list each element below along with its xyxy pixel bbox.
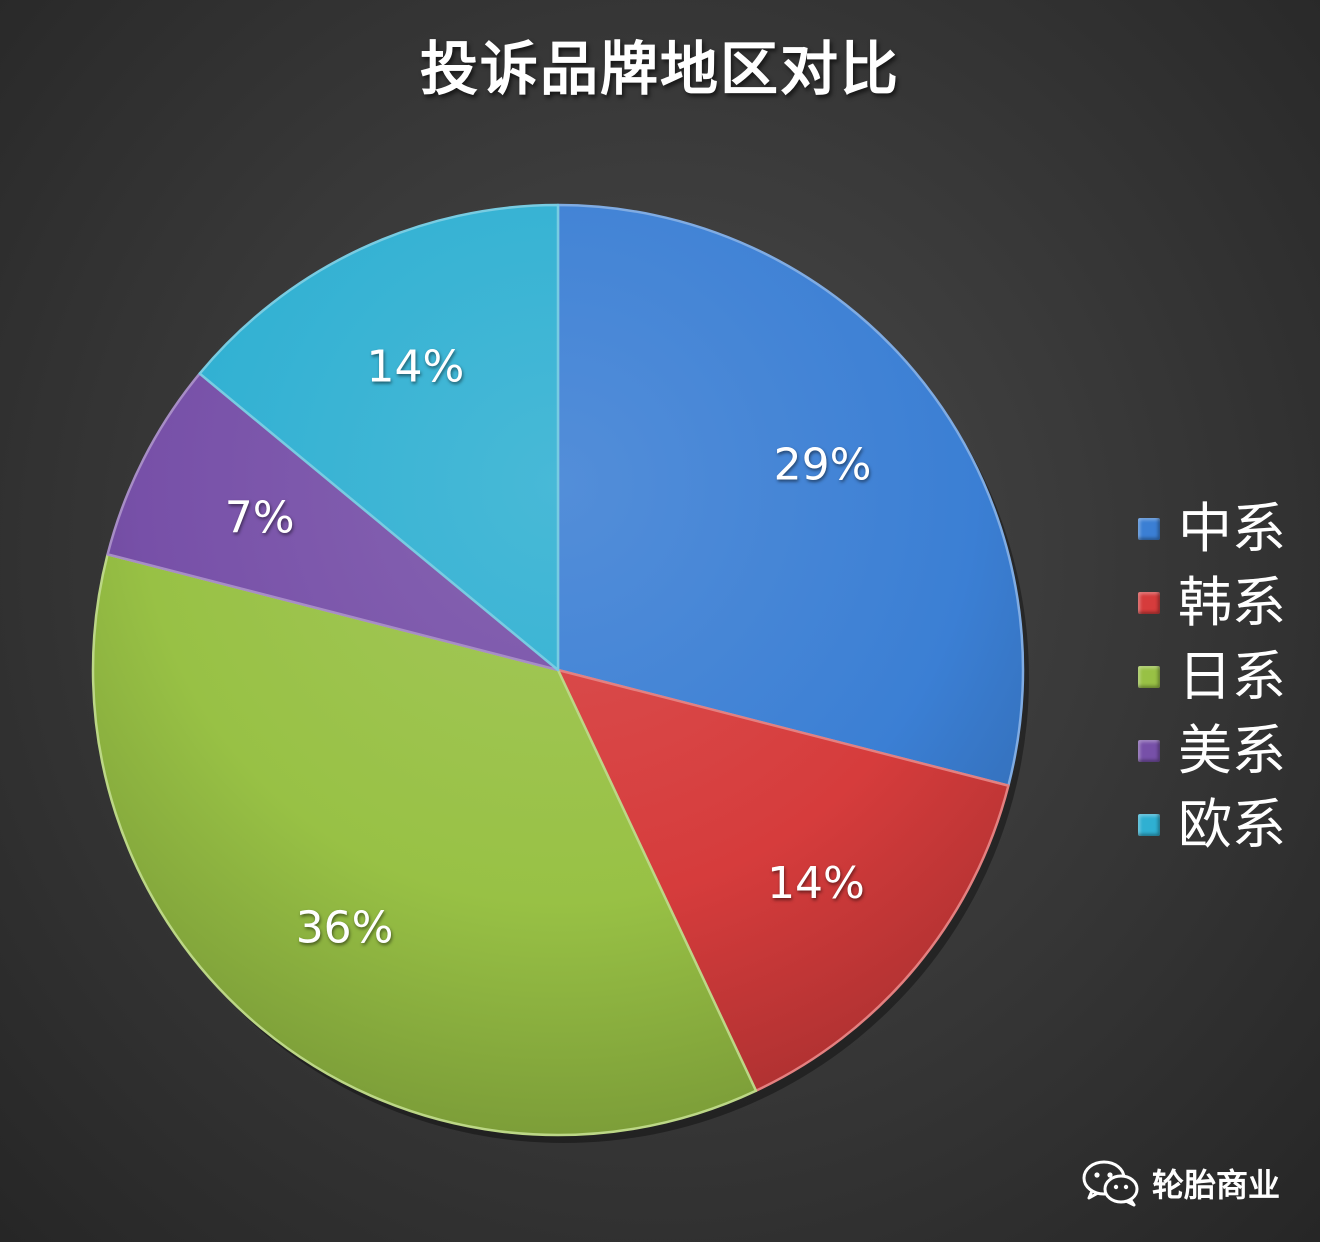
legend-swatch [1138,740,1160,762]
legend-label: 欧系 [1178,793,1286,856]
pie-slice-1 [556,203,1025,787]
legend-label: 中系 [1178,497,1286,560]
legend-swatch [1138,666,1160,688]
data-label-4: 7% [225,493,295,544]
legend-item: 欧系 [1138,788,1313,862]
wechat-icon [1082,1160,1139,1207]
legend-item: 日系 [1138,640,1313,714]
pie-data-labels: 29% 14% 36% 7% 14% [225,342,872,954]
pie-slice-2 [556,668,1010,1092]
legend-item: 中系 [1138,492,1313,566]
watermark: 轮胎商业 [1082,1158,1280,1208]
pie-slices [91,203,1029,1143]
data-label-5: 14% [367,342,465,393]
pie-slice-5 [198,203,560,672]
data-label-2: 14% [767,858,865,909]
legend-label: 美系 [1178,719,1286,782]
legend-label: 日系 [1178,645,1286,708]
legend-swatch [1138,518,1160,540]
legend-label: 韩系 [1178,571,1286,634]
pie-slice-4 [106,372,560,672]
data-label-1: 29% [774,439,872,490]
legend-swatch [1138,814,1160,836]
legend-swatch [1138,592,1160,614]
chart-legend: 中系韩系日系美系欧系 [1138,492,1313,862]
pie-slice-3 [91,553,758,1137]
legend-item: 韩系 [1138,566,1313,640]
legend-item: 美系 [1138,714,1313,788]
chart-title: 投诉品牌地区对比 [419,35,900,103]
data-label-3: 36% [296,902,394,953]
watermark-text: 轮胎商业 [1152,1166,1281,1204]
